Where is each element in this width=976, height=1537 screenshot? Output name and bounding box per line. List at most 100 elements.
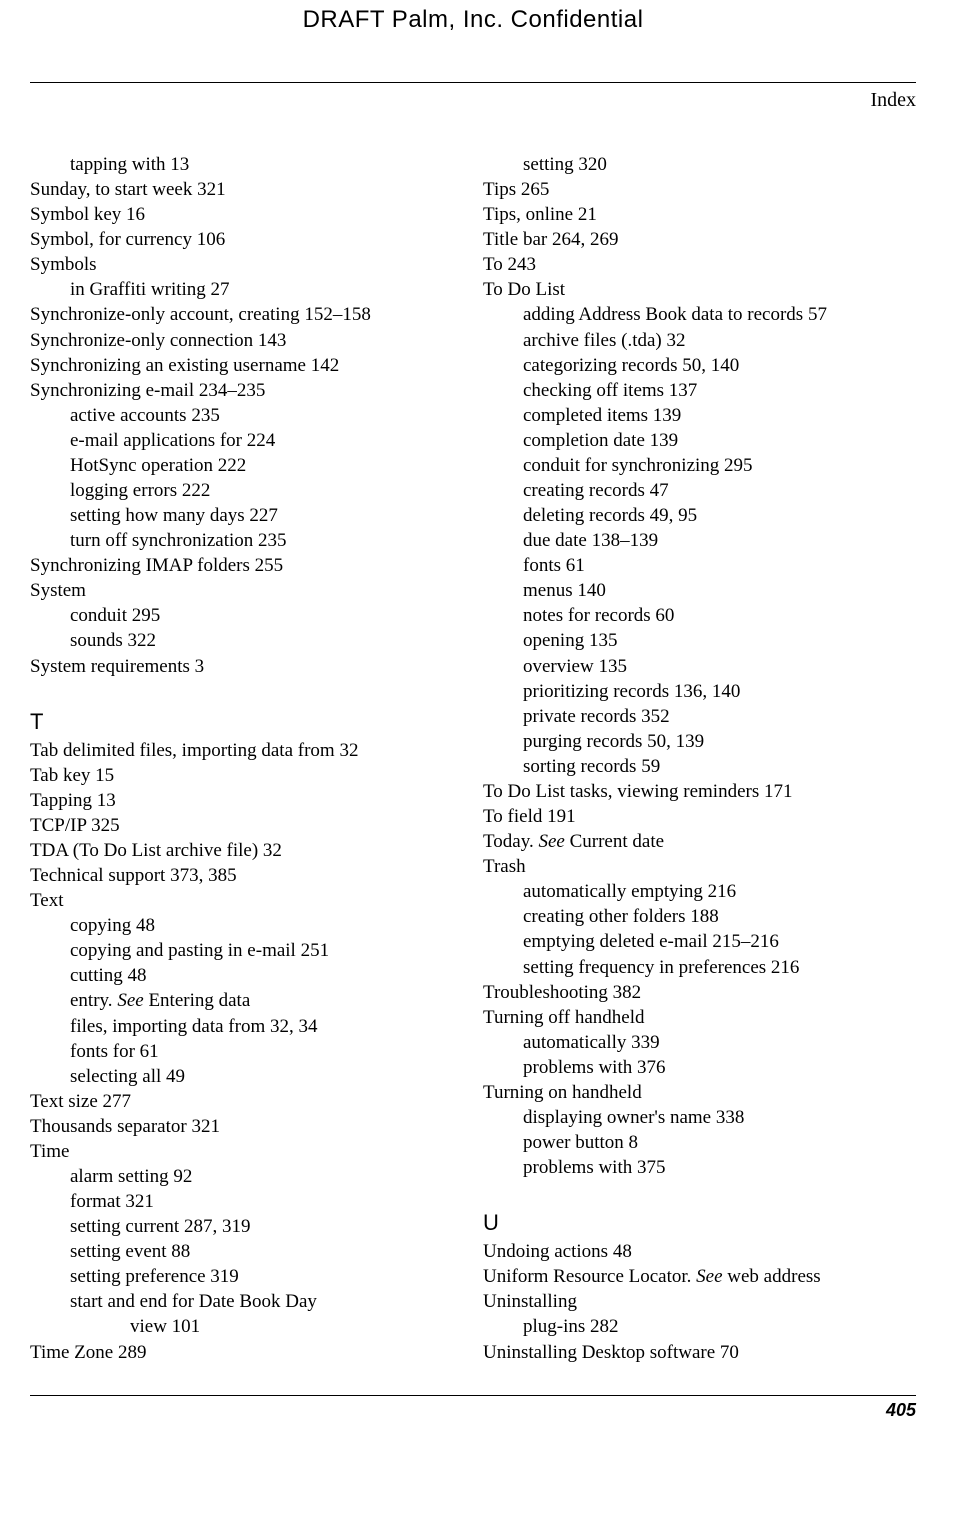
index-entry: Symbols (30, 252, 463, 277)
section-label: Index (30, 89, 916, 112)
index-entry: To 243 (483, 252, 916, 277)
index-entry: setting current 287, 319 (30, 1214, 463, 1239)
index-entry: Troubleshooting 382 (483, 980, 916, 1005)
index-entry: Time Zone 289 (30, 1340, 463, 1365)
index-entry: setting 320 (483, 152, 916, 177)
index-entry: Undoing actions 48 (483, 1239, 916, 1264)
index-entry: problems with 375 (483, 1155, 916, 1180)
index-entry: menus 140 (483, 578, 916, 603)
index-entry: setting preference 319 (30, 1264, 463, 1289)
index-entry: copying 48 (30, 913, 463, 938)
index-entry: opening 135 (483, 628, 916, 653)
index-entry: setting event 88 (30, 1239, 463, 1264)
index-entry: overview 135 (483, 654, 916, 679)
index-entry: Sunday, to start week 321 (30, 177, 463, 202)
index-entry: Technical support 373, 385 (30, 863, 463, 888)
index-entry: Synchronizing IMAP folders 255 (30, 553, 463, 578)
index-entry: Trash (483, 854, 916, 879)
index-entry: turn off synchronization 235 (30, 528, 463, 553)
index-entry: System (30, 578, 463, 603)
index-entry: creating other folders 188 (483, 904, 916, 929)
index-entry: alarm setting 92 (30, 1164, 463, 1189)
index-entry: problems with 376 (483, 1055, 916, 1080)
left-column: tapping with 13Sunday, to start week 321… (30, 152, 463, 1365)
index-entry: automatically 339 (483, 1030, 916, 1055)
index-entry: Synchronize-only connection 143 (30, 328, 463, 353)
index-entry: deleting records 49, 95 (483, 503, 916, 528)
index-entry: format 321 (30, 1189, 463, 1214)
index-entry: Uniform Resource Locator. See web addres… (483, 1264, 916, 1289)
draft-header: DRAFT Palm, Inc. Confidential (30, 6, 916, 34)
page-number: 405 (30, 1400, 916, 1421)
bottom-rule (30, 1395, 916, 1396)
section-letter: U (483, 1208, 916, 1237)
index-entry: Turning off handheld (483, 1005, 916, 1030)
index-entry: Time (30, 1139, 463, 1164)
index-entry: Turning on handheld (483, 1080, 916, 1105)
index-entry: plug-ins 282 (483, 1314, 916, 1339)
index-entry: view 101 (30, 1314, 463, 1339)
index-columns: tapping with 13Sunday, to start week 321… (30, 152, 916, 1365)
index-entry: Title bar 264, 269 (483, 227, 916, 252)
index-entry: Synchronizing e-mail 234–235 (30, 378, 463, 403)
index-entry: emptying deleted e-mail 215–216 (483, 929, 916, 954)
index-entry: TCP/IP 325 (30, 813, 463, 838)
index-entry: selecting all 49 (30, 1064, 463, 1089)
index-entry: TDA (To Do List archive file) 32 (30, 838, 463, 863)
index-entry: fonts for 61 (30, 1039, 463, 1064)
index-entry: power button 8 (483, 1130, 916, 1155)
page: DRAFT Palm, Inc. Confidential Index tapp… (0, 6, 976, 1451)
index-entry: To Do List tasks, viewing reminders 171 (483, 779, 916, 804)
index-entry: purging records 50, 139 (483, 729, 916, 754)
index-entry: automatically emptying 216 (483, 879, 916, 904)
index-entry: To field 191 (483, 804, 916, 829)
index-entry: cutting 48 (30, 963, 463, 988)
index-entry: To Do List (483, 277, 916, 302)
index-entry: Uninstalling Desktop software 70 (483, 1340, 916, 1365)
index-entry: completed items 139 (483, 403, 916, 428)
index-entry: tapping with 13 (30, 152, 463, 177)
index-entry: displaying owner's name 338 (483, 1105, 916, 1130)
index-entry: creating records 47 (483, 478, 916, 503)
index-entry: categorizing records 50, 140 (483, 353, 916, 378)
index-entry: start and end for Date Book Day (30, 1289, 463, 1314)
index-entry: setting how many days 227 (30, 503, 463, 528)
index-entry: Text (30, 888, 463, 913)
index-entry: Symbol, for currency 106 (30, 227, 463, 252)
index-entry: notes for records 60 (483, 603, 916, 628)
index-entry: private records 352 (483, 704, 916, 729)
index-entry: sounds 322 (30, 628, 463, 653)
index-entry: Tab delimited files, importing data from… (30, 738, 463, 763)
top-rule (30, 82, 916, 83)
index-entry: Tapping 13 (30, 788, 463, 813)
index-entry: conduit 295 (30, 603, 463, 628)
index-entry: entry. See Entering data (30, 988, 463, 1013)
index-entry: e-mail applications for 224 (30, 428, 463, 453)
index-entry: Tips 265 (483, 177, 916, 202)
right-column: setting 320Tips 265Tips, online 21Title … (483, 152, 916, 1365)
index-entry: active accounts 235 (30, 403, 463, 428)
index-entry: System requirements 3 (30, 654, 463, 679)
index-entry: fonts 61 (483, 553, 916, 578)
index-entry: setting frequency in preferences 216 (483, 955, 916, 980)
index-entry: Uninstalling (483, 1289, 916, 1314)
index-entry: conduit for synchronizing 295 (483, 453, 916, 478)
index-entry: checking off items 137 (483, 378, 916, 403)
index-entry: Tips, online 21 (483, 202, 916, 227)
index-entry: archive files (.tda) 32 (483, 328, 916, 353)
index-entry: due date 138–139 (483, 528, 916, 553)
index-entry: Tab key 15 (30, 763, 463, 788)
index-entry: copying and pasting in e-mail 251 (30, 938, 463, 963)
section-letter: T (30, 707, 463, 736)
index-entry: completion date 139 (483, 428, 916, 453)
index-entry: Synchronize-only account, creating 152–1… (30, 302, 463, 327)
index-entry: adding Address Book data to records 57 (483, 302, 916, 327)
index-entry: prioritizing records 136, 140 (483, 679, 916, 704)
index-entry: in Graffiti writing 27 (30, 277, 463, 302)
index-entry: Text size 277 (30, 1089, 463, 1114)
index-entry: Today. See Current date (483, 829, 916, 854)
index-entry: logging errors 222 (30, 478, 463, 503)
index-entry: Thousands separator 321 (30, 1114, 463, 1139)
index-entry: HotSync operation 222 (30, 453, 463, 478)
index-entry: files, importing data from 32, 34 (30, 1014, 463, 1039)
